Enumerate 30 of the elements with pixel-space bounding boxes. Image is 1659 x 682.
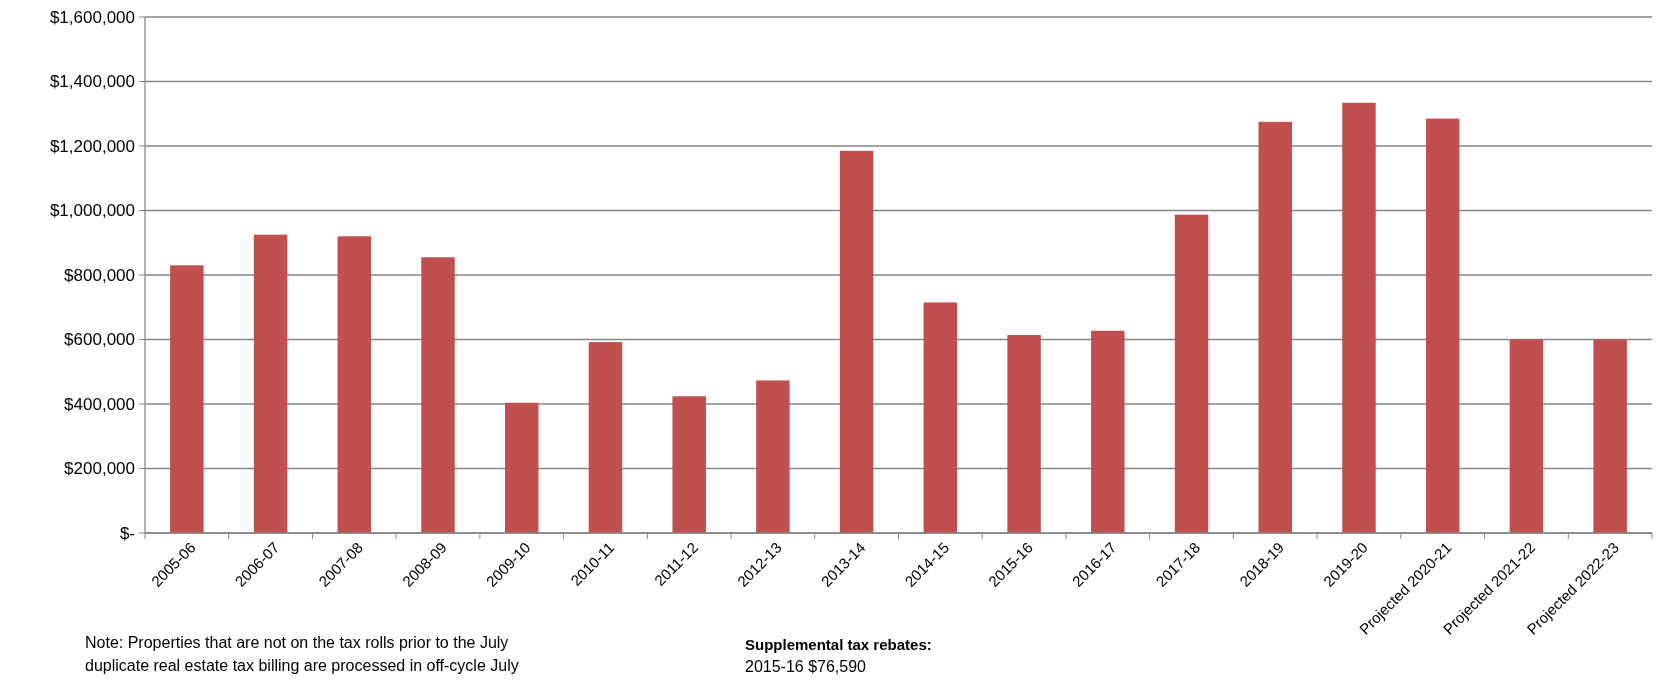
bar <box>421 257 455 533</box>
bar <box>1174 214 1209 533</box>
text: 2015-16 $76,590 <box>745 658 867 675</box>
bar <box>1007 334 1041 533</box>
bar <box>253 234 288 533</box>
y-tick-label: $400,000 <box>64 394 135 414</box>
y-tick-label: $800,000 <box>64 265 135 285</box>
y-tick-label: $1,400,000 <box>49 72 135 92</box>
bar <box>588 342 623 533</box>
text: Note: Properties that are not on the tax rolls prior to the July duplicate real estate tax billing are processed in off-cycle July <box>85 634 519 674</box>
bar <box>170 265 204 533</box>
y-tick-label: $1,600,000 <box>49 7 135 27</box>
bar <box>1342 102 1376 533</box>
y-tick-label: $1,000,000 <box>49 201 135 221</box>
y-tick-label: $- <box>119 523 135 543</box>
bar <box>1258 121 1292 533</box>
bar <box>672 396 706 533</box>
bar <box>505 402 539 533</box>
bar <box>1425 118 1460 533</box>
bar <box>923 302 958 533</box>
bar <box>1091 330 1125 533</box>
bar <box>1509 339 1544 533</box>
y-tick-label: $600,000 <box>64 330 135 350</box>
bar <box>337 236 372 533</box>
y-tick-label: $200,000 <box>64 459 135 479</box>
bar <box>1593 339 1627 533</box>
text: Supplemental tax rebates: <box>745 636 932 653</box>
y-tick-label: $1,200,000 <box>49 136 135 156</box>
bar <box>839 150 874 533</box>
bar <box>756 380 790 533</box>
